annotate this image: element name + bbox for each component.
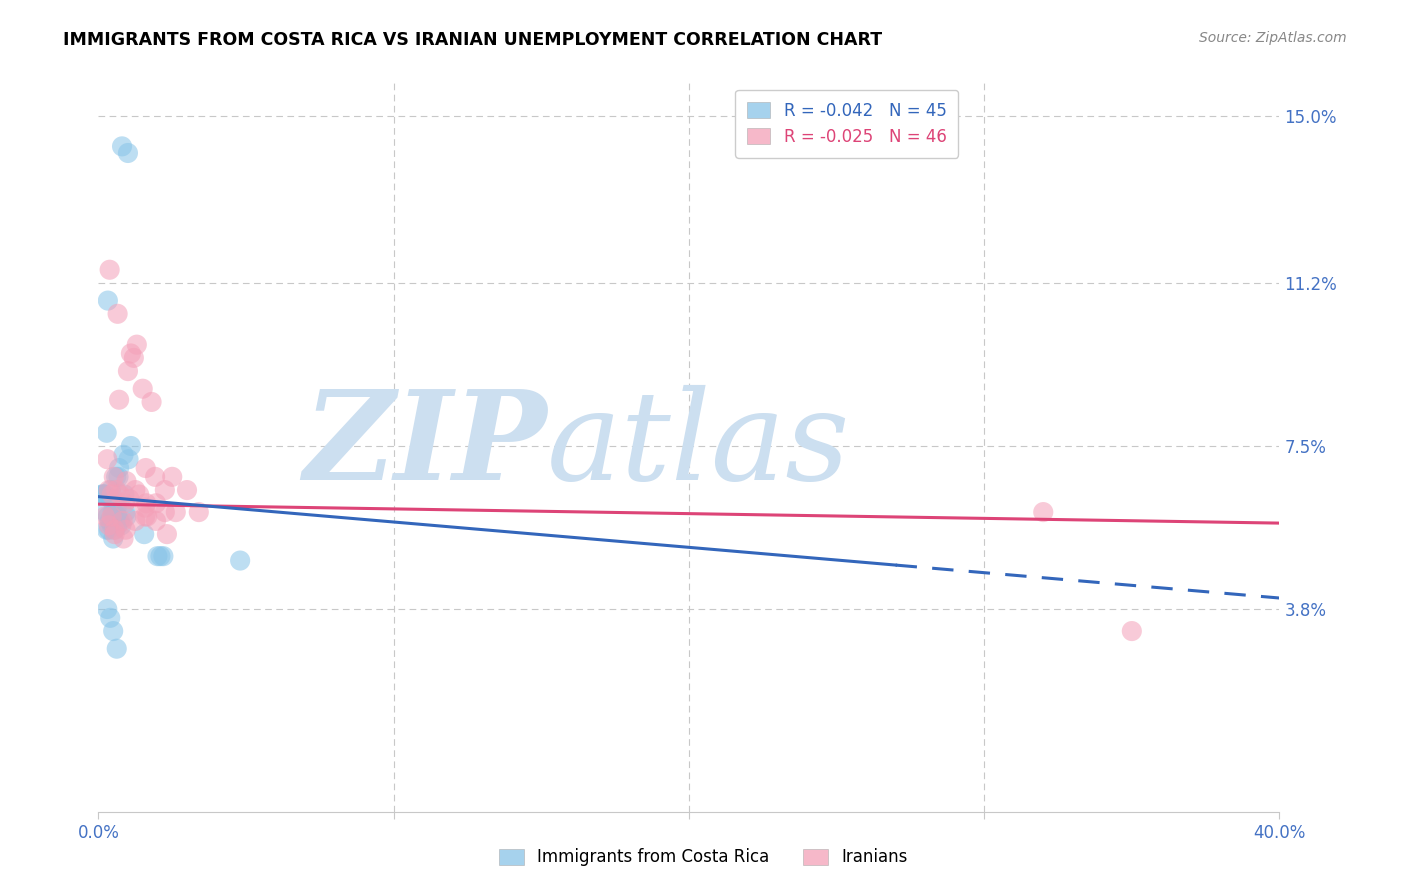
Point	[114, 505, 136, 519]
Point	[135, 461, 157, 475]
Point	[124, 514, 146, 528]
Point	[100, 487, 122, 501]
Point	[105, 641, 128, 656]
Point	[112, 532, 135, 546]
Point	[115, 475, 138, 489]
Point	[156, 527, 179, 541]
Point	[111, 139, 134, 153]
Point	[153, 505, 176, 519]
Point	[122, 351, 145, 365]
Point	[105, 500, 128, 515]
Point	[105, 483, 128, 497]
Text: ZIP: ZIP	[304, 385, 547, 507]
Point	[120, 346, 142, 360]
Point	[100, 518, 122, 533]
Point	[96, 523, 118, 537]
Point	[1032, 505, 1054, 519]
Point	[229, 553, 252, 567]
Text: IMMIGRANTS FROM COSTA RICA VS IRANIAN UNEMPLOYMENT CORRELATION CHART: IMMIGRANTS FROM COSTA RICA VS IRANIAN UN…	[63, 31, 883, 49]
Point	[107, 470, 129, 484]
Point	[1121, 624, 1143, 638]
Point	[112, 487, 135, 501]
Point	[97, 483, 120, 497]
Point	[108, 461, 131, 475]
Point	[103, 470, 125, 484]
Point	[134, 500, 156, 515]
Point	[145, 496, 167, 510]
Point	[134, 509, 156, 524]
Point	[115, 509, 138, 524]
Point	[104, 514, 127, 528]
Legend: Immigrants from Costa Rica, Iranians: Immigrants from Costa Rica, Iranians	[492, 842, 914, 873]
Point	[100, 509, 122, 524]
Point	[146, 549, 169, 563]
Point	[98, 611, 121, 625]
Point	[124, 483, 146, 497]
Point	[149, 549, 172, 563]
Point	[143, 470, 166, 484]
Legend: R = -0.042   N = 45, R = -0.025   N = 46: R = -0.042 N = 45, R = -0.025 N = 46	[735, 90, 957, 158]
Point	[132, 382, 155, 396]
Point	[114, 496, 136, 510]
Point	[100, 483, 122, 497]
Point	[120, 439, 142, 453]
Point	[114, 523, 136, 537]
Point	[152, 549, 174, 563]
Point	[128, 487, 150, 501]
Point	[112, 448, 135, 462]
Point	[136, 509, 159, 524]
Point	[94, 505, 117, 519]
Point	[103, 532, 125, 546]
Point	[111, 514, 134, 528]
Point	[98, 262, 121, 277]
Point	[110, 518, 132, 533]
Point	[108, 392, 131, 407]
Point	[108, 514, 131, 528]
Point	[117, 452, 139, 467]
Point	[97, 293, 120, 308]
Point	[98, 514, 121, 528]
Point	[187, 505, 209, 519]
Point	[125, 337, 148, 351]
Point	[108, 487, 131, 501]
Point	[165, 505, 187, 519]
Point	[105, 470, 128, 484]
Point	[145, 514, 167, 528]
Point	[104, 523, 127, 537]
Point	[94, 509, 117, 524]
Text: atlas: atlas	[547, 385, 851, 507]
Point	[134, 527, 156, 541]
Point	[118, 491, 141, 506]
Point	[135, 496, 157, 510]
Point	[97, 518, 120, 533]
Point	[93, 487, 115, 501]
Point	[96, 452, 118, 467]
Point	[141, 395, 163, 409]
Point	[117, 364, 139, 378]
Point	[107, 509, 129, 524]
Point	[101, 505, 124, 519]
Point	[104, 514, 127, 528]
Text: Source: ZipAtlas.com: Source: ZipAtlas.com	[1199, 31, 1347, 45]
Point	[97, 509, 120, 524]
Point	[98, 491, 121, 506]
Point	[96, 425, 118, 440]
Point	[104, 527, 127, 541]
Point	[176, 483, 198, 497]
Point	[96, 602, 118, 616]
Point	[107, 518, 129, 533]
Point	[117, 146, 139, 161]
Point	[104, 523, 127, 537]
Point	[91, 487, 114, 501]
Point	[91, 487, 114, 501]
Point	[103, 505, 125, 519]
Point	[97, 523, 120, 537]
Point	[103, 624, 125, 638]
Point	[107, 307, 129, 321]
Point	[162, 470, 183, 484]
Point	[94, 487, 117, 501]
Point	[153, 483, 176, 497]
